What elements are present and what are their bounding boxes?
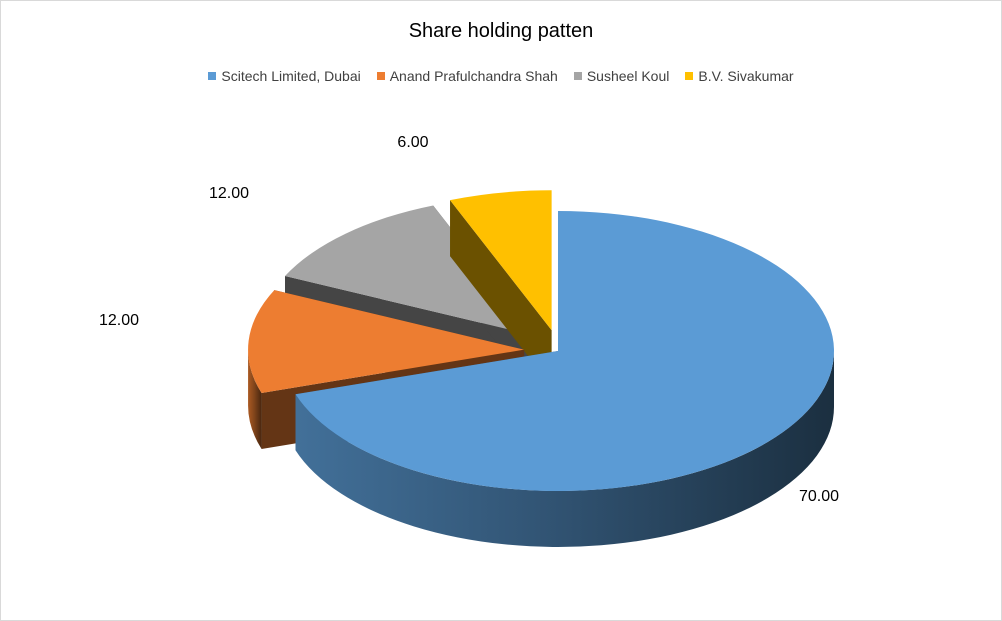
data-label: 70.00 [799, 488, 839, 505]
pie-slice-outer-wall [248, 349, 262, 449]
legend: Scitech Limited, Dubai Anand Prafulchand… [1, 68, 1001, 84]
data-label: 12.00 [209, 185, 249, 202]
legend-label: Scitech Limited, Dubai [221, 68, 361, 84]
pie-slice [450, 190, 552, 331]
pie-slice-wall [450, 200, 552, 387]
legend-swatch [573, 72, 582, 80]
legend-label: Anand Prafulchandra Shah [389, 68, 558, 84]
pie-slice [248, 290, 525, 393]
pie-slice [284, 205, 535, 336]
pie-slice-outer-wall [295, 351, 835, 548]
legend-swatch [685, 72, 694, 80]
pie-slice [295, 211, 834, 491]
data-label: 12.00 [99, 312, 139, 329]
pie-slice-group [295, 211, 835, 548]
legend-label: Susheel Koul [586, 68, 670, 84]
chart-title: Share holding patten [408, 20, 594, 42]
legend-swatch [376, 72, 385, 80]
legend-item: B.V. Sivakumar [685, 68, 794, 84]
pie-slice-group [450, 190, 552, 387]
legend-item: Anand Prafulchandra Shah [376, 68, 558, 84]
legend-item: Scitech Limited, Dubai [208, 68, 361, 84]
legend-item: Susheel Koul [573, 68, 670, 84]
legend-swatch [208, 72, 217, 80]
data-label: 6.00 [397, 134, 428, 151]
legend-label: B.V. Sivakumar [698, 68, 794, 84]
